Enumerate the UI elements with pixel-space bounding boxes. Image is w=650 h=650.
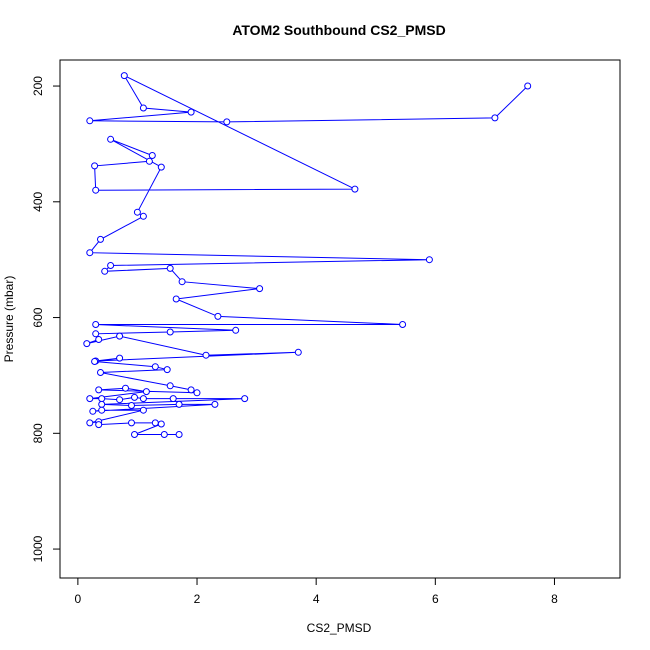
data-point bbox=[491, 114, 499, 122]
data-point bbox=[202, 351, 210, 359]
data-point bbox=[178, 278, 186, 286]
data-point bbox=[86, 249, 94, 257]
data-point bbox=[98, 395, 106, 403]
data-point bbox=[128, 402, 135, 409]
data-point bbox=[294, 348, 302, 356]
data-point bbox=[95, 386, 103, 394]
data-point bbox=[157, 163, 165, 171]
data-point bbox=[91, 358, 99, 365]
y-tick-label: 600 bbox=[31, 307, 45, 327]
data-point bbox=[211, 400, 219, 408]
data-point bbox=[187, 108, 195, 116]
data-point bbox=[92, 321, 100, 328]
data-point bbox=[86, 117, 94, 125]
data-point bbox=[214, 312, 222, 320]
data-point bbox=[232, 326, 240, 334]
data-point bbox=[175, 431, 183, 438]
data-point bbox=[97, 235, 104, 243]
data-point bbox=[95, 336, 103, 343]
data-point bbox=[425, 256, 433, 264]
y-axis: 200 400 600 800 1000 bbox=[31, 76, 61, 562]
data-point bbox=[256, 285, 264, 293]
data-point bbox=[139, 212, 147, 220]
data-point bbox=[89, 407, 97, 415]
data-point bbox=[86, 395, 94, 403]
data-point bbox=[97, 369, 104, 376]
data-point bbox=[187, 386, 195, 394]
data-point bbox=[524, 82, 532, 90]
data-point bbox=[122, 384, 129, 392]
data-point bbox=[166, 382, 174, 390]
data-point bbox=[142, 388, 150, 396]
chart-title: ATOM2 Southbound CS2_PMSD bbox=[232, 22, 445, 38]
data-point bbox=[148, 152, 156, 159]
data-point bbox=[92, 186, 100, 194]
data-point bbox=[128, 419, 135, 427]
data-point bbox=[193, 389, 201, 397]
data-point bbox=[95, 421, 103, 429]
x-axis: 0 2 4 6 8 bbox=[75, 577, 558, 606]
data-point bbox=[131, 431, 138, 438]
y-tick-label: 400 bbox=[31, 191, 45, 211]
data-point bbox=[166, 328, 174, 336]
data-point bbox=[223, 118, 231, 126]
data-point bbox=[107, 135, 115, 143]
x-tick-label: 8 bbox=[551, 592, 558, 606]
data-point bbox=[116, 396, 124, 404]
data-point bbox=[163, 366, 171, 374]
series-layer bbox=[83, 72, 532, 438]
y-tick-label: 1000 bbox=[31, 535, 45, 562]
data-point bbox=[160, 431, 168, 438]
y-axis-label: Pressure (mbar) bbox=[2, 276, 16, 363]
data-point bbox=[92, 330, 100, 338]
data-point bbox=[145, 157, 153, 165]
data-point bbox=[107, 262, 115, 269]
data-point bbox=[91, 162, 99, 170]
data-point bbox=[139, 406, 147, 414]
data-point bbox=[151, 363, 159, 371]
data-point bbox=[133, 208, 141, 216]
data-point bbox=[139, 104, 147, 112]
data-point bbox=[172, 295, 180, 303]
x-axis-label: CS2_PMSD bbox=[307, 621, 372, 635]
data-point bbox=[120, 72, 128, 80]
x-tick-label: 6 bbox=[432, 592, 439, 606]
data-point bbox=[131, 393, 138, 401]
data-point bbox=[98, 400, 106, 408]
y-tick-label: 200 bbox=[31, 76, 45, 96]
data-point bbox=[86, 419, 94, 427]
x-tick-label: 4 bbox=[313, 592, 320, 606]
data-point bbox=[83, 340, 91, 348]
data-point bbox=[351, 185, 359, 193]
data-point bbox=[116, 332, 124, 340]
data-point bbox=[98, 406, 106, 414]
x-tick-label: 2 bbox=[194, 592, 201, 606]
plot-frame bbox=[59, 59, 621, 579]
data-point bbox=[151, 419, 159, 427]
data-point bbox=[139, 395, 147, 403]
data-point bbox=[169, 395, 177, 403]
data-point bbox=[166, 264, 174, 272]
x-tick-label: 0 bbox=[75, 592, 82, 606]
data-point bbox=[116, 354, 124, 362]
data-point bbox=[101, 267, 109, 275]
data-point bbox=[175, 400, 183, 408]
data-point bbox=[399, 321, 407, 328]
data-point bbox=[157, 420, 165, 428]
series-line bbox=[86, 74, 529, 435]
data-point bbox=[241, 395, 249, 403]
y-tick-label: 800 bbox=[31, 423, 45, 443]
